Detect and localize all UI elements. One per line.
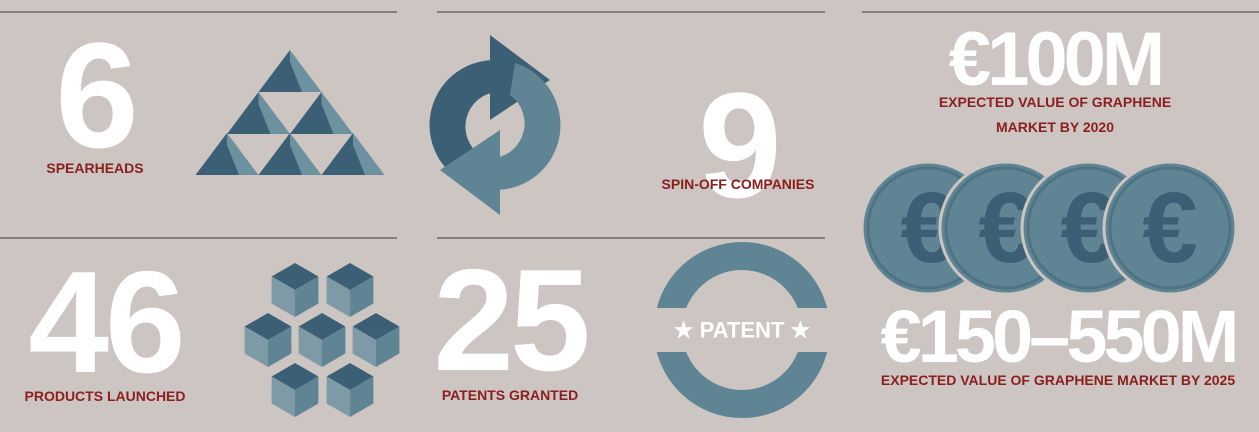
triangle-right <box>227 133 259 175</box>
cube-top <box>298 313 346 340</box>
cube-right <box>322 326 346 367</box>
stat-label: SPEARHEADS <box>46 160 144 176</box>
triangle-left <box>195 133 227 175</box>
triangle-fold <box>290 62 302 92</box>
triangle-fold <box>290 145 302 175</box>
cube-right <box>268 326 292 367</box>
cube-right <box>350 276 374 317</box>
triangle-right <box>290 133 322 175</box>
dividers <box>0 11 1259 239</box>
cube-right <box>295 376 319 417</box>
market-value: €150–550M <box>880 295 1240 378</box>
cube-left <box>326 376 350 417</box>
cube-top <box>271 263 319 290</box>
market-label: EXPECTED VALUE OF GRAPHENE MARKET BY 202… <box>880 372 1236 388</box>
triangle-left <box>321 133 353 175</box>
stat-value: 6 <box>55 11 138 179</box>
triangle-right <box>258 92 290 134</box>
triangle-fold <box>227 145 239 175</box>
cube-left <box>244 326 268 367</box>
triangle-right <box>290 50 322 92</box>
cube-left <box>271 276 295 317</box>
stat-label: PATENTS GRANTED <box>441 387 579 403</box>
coin-symbol: € <box>1142 172 1198 284</box>
cube-right <box>350 376 374 417</box>
stat-label: PRODUCTS LAUNCHED <box>24 388 186 404</box>
triangle-left <box>258 50 290 92</box>
triangle-right <box>321 92 353 134</box>
cube-top <box>352 313 400 340</box>
cube-left <box>326 276 350 317</box>
triangle-left <box>258 133 290 175</box>
triangle-left <box>227 92 259 134</box>
triangle-fold <box>258 104 271 134</box>
market-value: €100M <box>948 17 1165 102</box>
cube-left <box>271 376 295 417</box>
market-label: EXPECTED VALUE OF GRAPHENE MARKET BY 202… <box>938 94 1172 135</box>
cube-top <box>244 313 292 340</box>
patent-icon: ★ PATENT ★ <box>650 242 834 418</box>
coin <box>1102 160 1238 296</box>
cube-top <box>326 363 374 390</box>
triangle-left <box>290 92 322 134</box>
stat-value: 46 <box>28 241 185 403</box>
stat-value: 25 <box>433 239 590 401</box>
patent-badge: ★ PATENT ★ <box>674 318 811 343</box>
cube-top <box>271 363 319 390</box>
triangle-right <box>353 133 385 175</box>
triangle-fold <box>321 104 334 134</box>
cubes-icon <box>244 263 400 417</box>
cube-left <box>352 326 376 367</box>
cycle-icon <box>429 35 561 215</box>
stat-label: SPIN-OFF COMPANIES <box>661 176 815 192</box>
coin-rim <box>1108 166 1232 290</box>
cube-right <box>376 326 400 367</box>
cube-left <box>298 326 322 367</box>
coins-icon: € € € € <box>860 160 1238 296</box>
cube-right <box>295 276 319 317</box>
cube-top <box>326 263 374 290</box>
stat-value: 9 <box>698 61 781 229</box>
pyramid-icon <box>195 50 385 175</box>
triangle-fold <box>353 145 365 175</box>
